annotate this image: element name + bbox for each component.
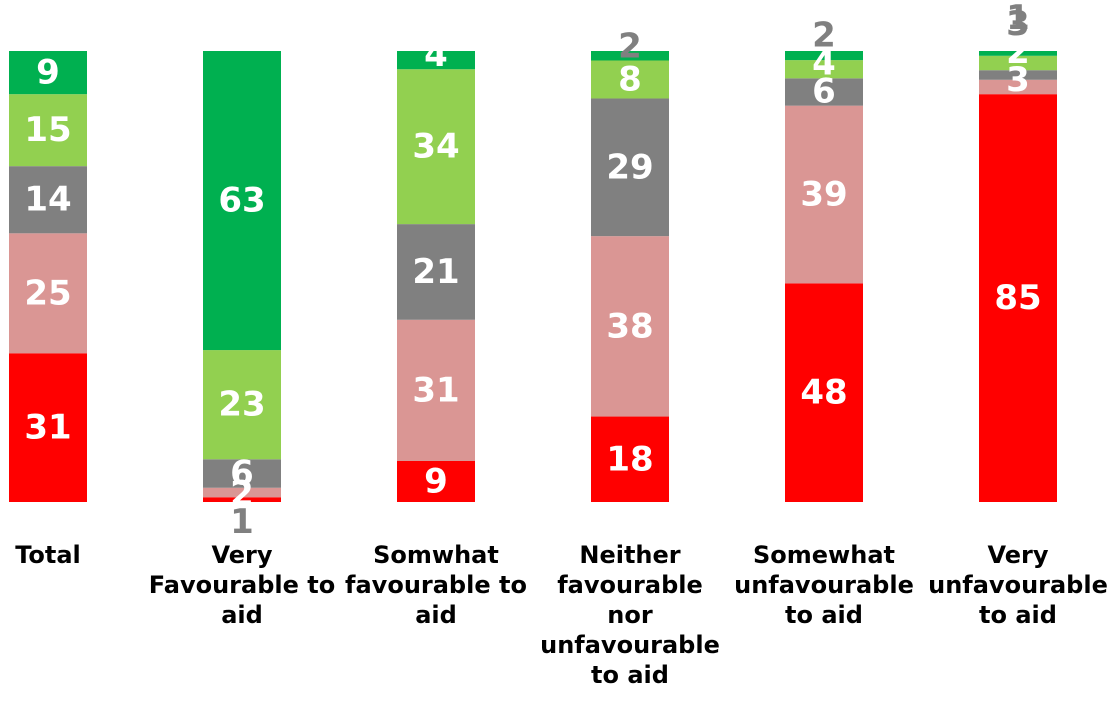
category-label: Very	[211, 541, 272, 569]
bar-segment	[397, 224, 475, 320]
bar-segment	[785, 283, 863, 502]
category-label: aid	[221, 601, 263, 629]
bar-segment	[9, 166, 87, 234]
bar-segment	[591, 60, 669, 99]
category-label: aid	[415, 601, 457, 629]
bar-segment	[591, 98, 669, 237]
bar-segment	[203, 459, 281, 488]
data-label: 48	[800, 373, 847, 413]
data-label: 9	[36, 53, 60, 93]
data-label: 29	[606, 147, 653, 187]
data-label: 3	[1006, 4, 1030, 44]
category-label: unfavourable	[540, 631, 720, 659]
bars-group	[9, 51, 1057, 503]
bar-segment	[203, 497, 281, 502]
category-label: favourable	[557, 571, 703, 599]
bar-segment	[397, 461, 475, 502]
category-label: favourable to	[345, 571, 527, 599]
data-label: 25	[24, 273, 71, 313]
bar-segment	[203, 51, 281, 351]
data-label: 31	[24, 408, 71, 448]
data-label: 2	[1006, 32, 1030, 72]
data-label: 3	[1006, 60, 1030, 100]
category-label: unfavourable	[734, 571, 914, 599]
data-label: 4	[424, 35, 448, 75]
bar-segment	[785, 60, 863, 79]
category-label: Neither	[579, 541, 680, 569]
data-label: 6	[230, 454, 254, 494]
bar-segment	[591, 416, 669, 502]
data-label: 63	[218, 181, 265, 221]
data-label: 2	[812, 16, 836, 56]
bar-segment	[9, 353, 87, 502]
bar-segment	[591, 236, 669, 417]
data-label: 1	[1006, 0, 1030, 38]
bar-segment	[591, 51, 669, 61]
data-label: 2	[230, 474, 254, 514]
data-label: 14	[24, 180, 71, 220]
data-labels-group: 3125141591262363931213441838298248396428…	[24, 0, 1041, 542]
category-label: Total	[15, 541, 81, 569]
category-label: Favourable to	[149, 571, 335, 599]
data-label: 15	[24, 110, 71, 150]
data-label: 8	[618, 59, 642, 99]
data-label: 9	[424, 462, 448, 502]
bar-segment	[9, 51, 87, 95]
bar-segment	[397, 51, 475, 70]
bar-segment	[203, 487, 281, 498]
category-label: to aid	[591, 661, 669, 689]
data-label: 34	[412, 127, 459, 167]
bar-segment	[785, 78, 863, 106]
bar-segment	[785, 105, 863, 284]
bar-segment	[979, 51, 1057, 56]
data-label: 4	[812, 44, 836, 84]
category-label: nor	[607, 601, 653, 629]
category-label: Somewhat	[753, 541, 895, 569]
data-label: 38	[606, 306, 653, 346]
bar-segment	[203, 350, 281, 460]
data-label: 23	[218, 385, 265, 425]
data-label: 6	[812, 72, 836, 112]
bar-segment	[397, 69, 475, 225]
bar-segment	[785, 51, 863, 61]
category-label: Somwhat	[373, 541, 499, 569]
category-label: to aid	[785, 601, 863, 629]
data-label: 2	[618, 26, 642, 66]
bar-segment	[9, 94, 87, 167]
bar-segment	[397, 319, 475, 461]
data-label: 1	[230, 502, 254, 542]
category-label: unfavourable	[928, 571, 1107, 599]
data-label: 39	[800, 175, 847, 215]
bar-segment	[9, 233, 87, 354]
bar-segment	[979, 94, 1057, 503]
category-label: to aid	[979, 601, 1057, 629]
bar-segment	[979, 79, 1057, 95]
data-label: 21	[412, 252, 459, 292]
category-label: Very	[987, 541, 1048, 569]
data-label: 31	[412, 370, 459, 410]
bar-segment	[979, 55, 1057, 71]
data-label: 85	[994, 278, 1041, 318]
bar-segment	[979, 70, 1057, 80]
data-label: 18	[606, 439, 653, 479]
